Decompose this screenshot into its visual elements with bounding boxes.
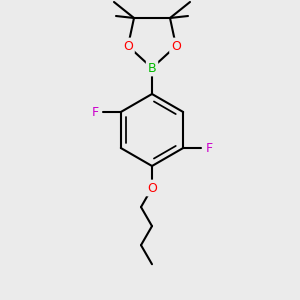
Text: F: F: [206, 142, 213, 154]
Text: O: O: [123, 40, 133, 52]
Text: O: O: [147, 182, 157, 194]
Text: B: B: [148, 61, 156, 74]
Text: O: O: [171, 40, 181, 52]
Text: F: F: [91, 106, 98, 118]
